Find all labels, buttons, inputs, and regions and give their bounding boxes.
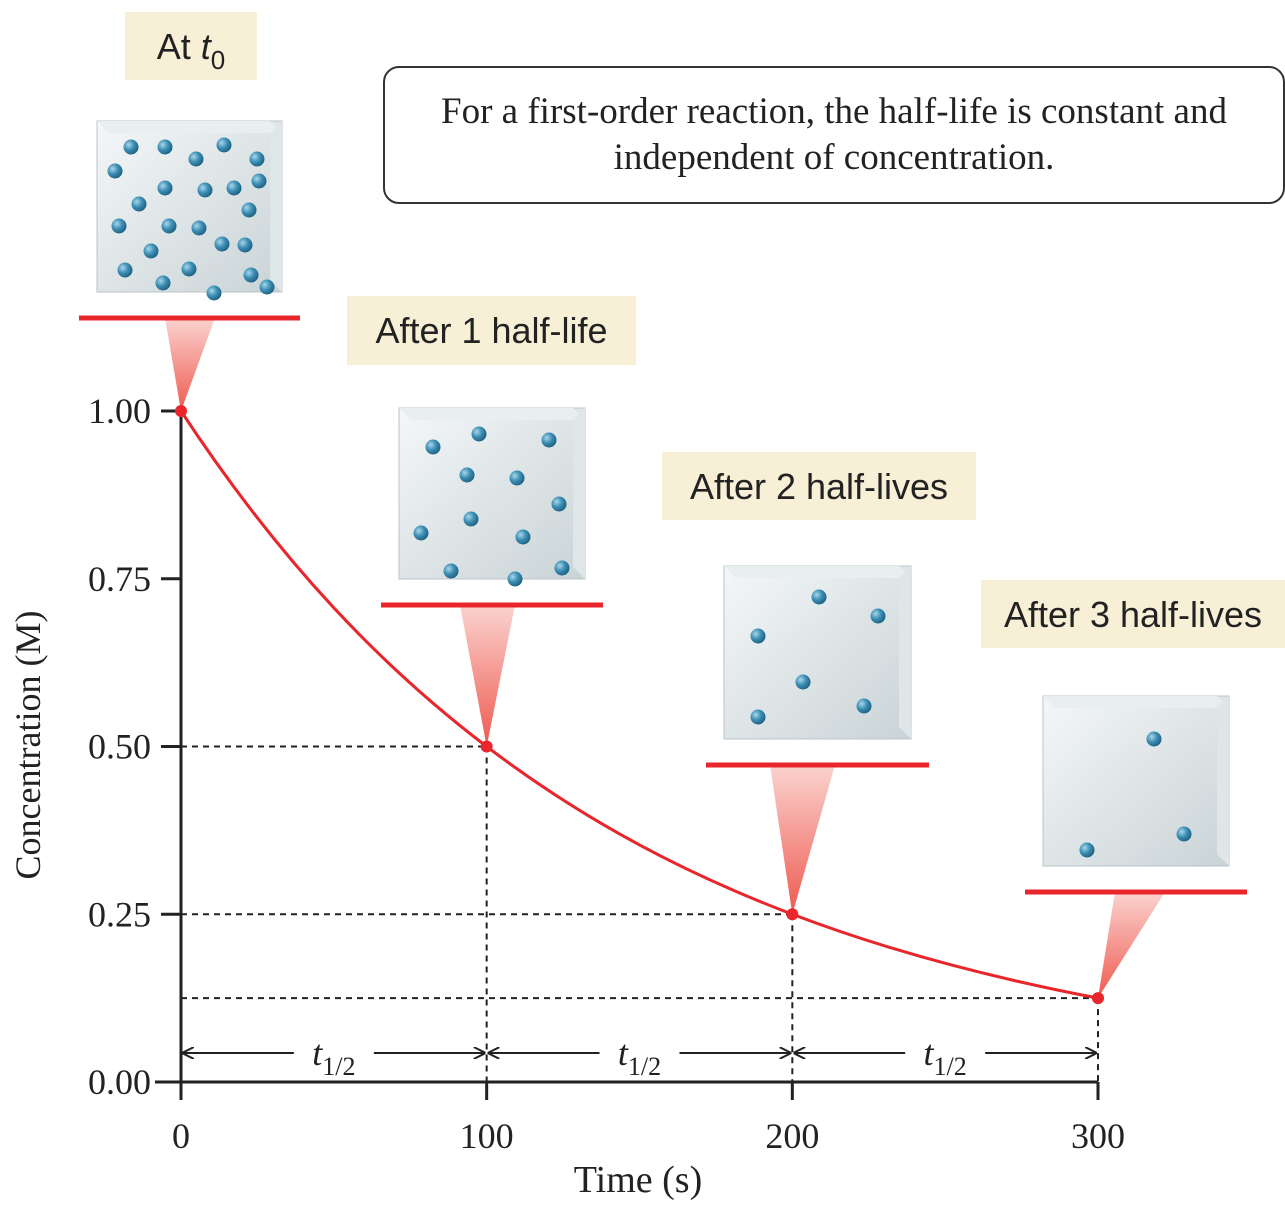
data-point	[1092, 992, 1104, 1004]
interval-subscript: 1/2	[628, 1052, 661, 1081]
particle	[542, 433, 557, 448]
snapshot-label: After 2 half-lives	[690, 466, 948, 507]
cube-right	[899, 566, 911, 739]
interval-label: t1/2	[312, 1033, 355, 1081]
callout	[165, 318, 215, 411]
particle	[250, 152, 265, 167]
y-tick-label: 0.75	[88, 559, 151, 599]
x-tick-label: 100	[460, 1116, 514, 1156]
particle	[414, 526, 429, 541]
callout	[1098, 892, 1165, 998]
data-point	[481, 741, 493, 753]
particle	[215, 237, 230, 252]
cube-side	[399, 408, 585, 579]
particle	[1177, 827, 1192, 842]
particle	[508, 572, 523, 587]
particle	[464, 512, 479, 527]
particle	[156, 276, 171, 291]
particle	[124, 140, 139, 155]
particle	[244, 268, 259, 283]
y-tick-label: 1.00	[88, 391, 151, 431]
snapshot-label-text: After 2 half-lives	[690, 466, 948, 507]
y-tick-label: 0.50	[88, 727, 151, 767]
cube-top	[399, 408, 585, 420]
particle	[192, 221, 207, 236]
x-tick-label: 0	[172, 1116, 190, 1156]
particle	[510, 471, 525, 486]
data-point	[175, 405, 187, 417]
particle	[751, 710, 766, 725]
cube-right	[573, 408, 585, 579]
title-box: For a first-order reaction, the half-lif…	[383, 66, 1285, 204]
particle	[189, 152, 204, 167]
cube-right	[270, 121, 282, 292]
snapshot-label-prefix: At	[157, 26, 191, 67]
particle	[158, 140, 173, 155]
particle	[812, 590, 827, 605]
snapshot-label: After 1 half-life	[375, 310, 607, 351]
particle	[552, 497, 567, 512]
particle	[260, 280, 275, 295]
page: Time (s) Concentration (M) 0.00 0.25 0.50 0…	[0, 0, 1285, 1212]
particle	[796, 675, 811, 690]
interval-label: t1/2	[618, 1033, 661, 1081]
particle	[1147, 732, 1162, 747]
particle	[198, 183, 213, 198]
particle	[242, 203, 257, 218]
particle	[555, 561, 570, 576]
x-axis-label: Time (s)	[574, 1159, 702, 1201]
particle	[252, 174, 267, 189]
particle	[144, 244, 159, 259]
particle	[217, 138, 232, 153]
particle	[751, 629, 766, 644]
particle	[1080, 843, 1095, 858]
particle	[238, 238, 253, 253]
cube-side	[1043, 696, 1229, 866]
data-point	[786, 908, 798, 920]
cube-top	[1043, 696, 1229, 708]
particle	[158, 181, 173, 196]
particle	[108, 164, 123, 179]
particle	[516, 530, 531, 545]
callout	[460, 605, 515, 747]
particle	[857, 699, 872, 714]
snapshot-label-text: After 1 half-life	[375, 310, 607, 351]
x-tick-label: 300	[1071, 1116, 1125, 1156]
interval-subscript: 1/2	[322, 1052, 355, 1081]
particle	[182, 262, 197, 277]
cube-right	[1217, 696, 1229, 866]
snapshot-label-text: After 3 half-lives	[1004, 594, 1262, 635]
interval-label: t1/2	[924, 1033, 967, 1081]
particle	[460, 468, 475, 483]
interval-subscript: 1/2	[934, 1052, 967, 1081]
x-tick-label: 200	[765, 1116, 819, 1156]
y-tick-label: 0.25	[88, 894, 151, 934]
particle	[444, 564, 459, 579]
particle	[118, 263, 133, 278]
particle	[426, 440, 441, 455]
snapshot-label-box	[125, 12, 257, 80]
snapshot-label: After 3 half-lives	[1004, 594, 1262, 635]
y-tick-label: 0.00	[88, 1062, 151, 1102]
cube-top	[97, 121, 282, 133]
snapshot-label-subscript: 0	[211, 45, 225, 75]
particle	[207, 286, 222, 301]
y-axis-label: Concentration (M)	[8, 611, 48, 880]
particle	[472, 427, 487, 442]
particle	[132, 197, 147, 212]
particle	[162, 219, 177, 234]
particle	[227, 181, 242, 196]
particle	[871, 609, 886, 624]
callout	[770, 765, 835, 914]
particle	[112, 219, 127, 234]
cube-top	[724, 566, 911, 578]
